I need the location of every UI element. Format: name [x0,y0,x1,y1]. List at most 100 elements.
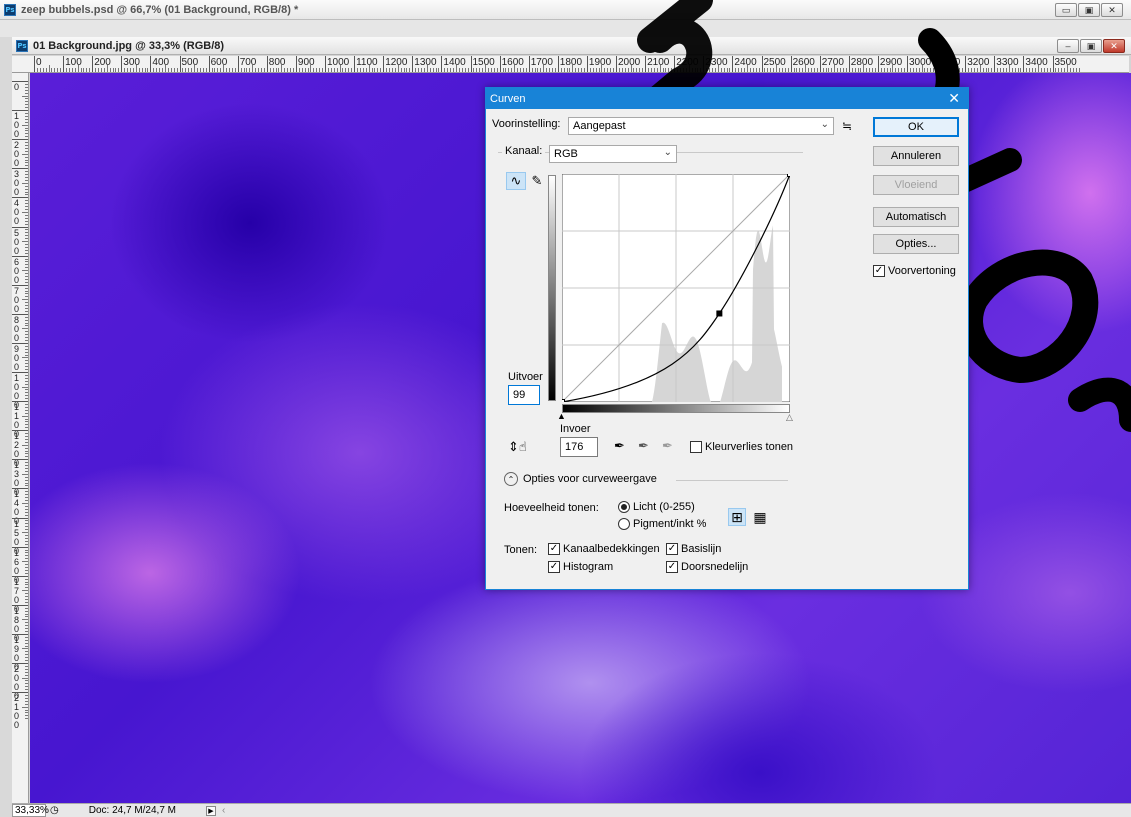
curve-display-options-toggle[interactable]: ⌃ Opties voor curveweergave [504,472,657,486]
detailed-grid-icon[interactable]: ▦ [753,508,767,525]
ruler-minor-tick [173,68,175,72]
status-menu-arrow-icon[interactable]: ▶ [206,805,216,816]
collapse-icon[interactable]: ⌃ [504,472,518,486]
white-point-slider-icon[interactable]: △ [786,412,793,422]
ruler-minor-tick [22,241,28,243]
light-option[interactable]: Licht (0-255) [618,501,695,513]
doc-minimize-icon[interactable]: – [1057,39,1079,53]
ruler-minor-tick [997,68,999,72]
ruler-minor-tick [25,194,28,196]
curve-graph[interactable] [562,174,790,402]
ok-button[interactable]: OK [873,117,959,137]
pencil-icon[interactable]: ✎ [531,173,543,188]
doc-restore-icon[interactable]: ▣ [1080,39,1102,53]
ruler-minor-tick [1058,68,1060,72]
channel-select[interactable]: RGB ⌄ [549,145,677,163]
ruler-minor-tick [25,630,28,632]
ruler-major-tick [528,56,530,72]
on-image-adjust-icon[interactable]: ⇕☝ [508,439,527,454]
ruler-minor-tick [118,68,120,72]
ruler-minor-tick [659,65,661,72]
ruler-minor-tick [156,68,158,72]
baseline-option[interactable]: ✓ Basislijn [666,543,721,555]
cancel-button[interactable]: Annuleren [873,146,959,166]
close-icon[interactable]: ✕ [1101,3,1123,17]
ruler-minor-tick [25,552,28,554]
ruler-minor-tick [25,130,28,132]
intersection-option[interactable]: ✓ Doorsnedelijn [666,561,748,573]
curve-point-tool-icon[interactable]: ∿ [506,172,526,190]
intersection-checkbox[interactable]: ✓ [666,561,678,573]
ruler-minor-tick [25,185,28,187]
ruler-minor-tick [901,68,903,72]
show-clipping-option[interactable]: Kleurverlies tonen [690,441,793,453]
preview-checkbox[interactable]: ✓ [873,265,885,277]
input-field[interactable]: 176 [560,437,598,457]
curve-control-point[interactable] [562,399,565,403]
preview-option[interactable]: ✓ Voorvertoning [873,265,956,277]
options-button[interactable]: Opties... [873,234,959,254]
ruler-minor-tick [511,68,513,72]
doc-close-icon[interactable]: ✕ [1103,39,1125,53]
ruler-minor-tick [822,68,824,72]
ruler-minor-tick [717,65,719,72]
simple-grid-icon[interactable]: ⊞ [728,508,746,526]
ruler-minor-tick [25,534,28,536]
output-field[interactable]: 99 [508,385,540,405]
white-eyedropper-icon[interactable]: ✒ [662,438,673,453]
light-label: Licht (0-255) [633,501,695,513]
ruler-minor-tick [25,191,28,193]
ruler-minor-tick [25,485,28,487]
ruler-minor-tick [976,68,978,72]
ruler-minor-tick [25,369,28,371]
channel-overlays-option[interactable]: ✓ Kanaalbedekkingen [548,543,660,555]
zoom-field[interactable]: 33,33% [12,804,49,817]
ruler-minor-tick [281,65,283,72]
pigment-option[interactable]: Pigment/inkt % [618,518,706,530]
restore-icon[interactable]: ▣ [1078,3,1100,17]
ruler-minor-tick [25,529,28,531]
auto-button[interactable]: Automatisch [873,207,959,227]
ruler-minor-tick [1014,68,1016,72]
preset-select[interactable]: Aangepast ⌄ [568,117,834,135]
ruler-minor-tick [25,147,28,149]
ruler-minor-tick [25,398,28,400]
baseline-checkbox[interactable]: ✓ [666,543,678,555]
ruler-minor-tick [135,65,137,72]
smooth-button[interactable]: Vloeiend [873,175,959,195]
ruler-minor-tick [25,145,28,147]
ruler-minor-tick [217,68,219,72]
ruler-label: 3400 [1025,57,1048,68]
black-eyedropper-icon[interactable]: ✒ [614,438,625,453]
pigment-radio[interactable] [618,518,630,530]
ruler-minor-tick [25,360,28,362]
preset-menu-icon[interactable]: ≒ [842,119,853,133]
channel-overlays-checkbox[interactable]: ✓ [548,543,560,555]
ruler-minor-tick [25,438,28,440]
light-radio[interactable] [618,501,630,513]
show-clipping-checkbox[interactable] [690,441,702,453]
ruler-minor-tick [284,68,286,72]
scroll-left-icon[interactable]: ‹ [222,805,226,816]
black-point-slider-icon[interactable]: ▲ [557,411,566,421]
histogram-checkbox[interactable]: ✓ [548,561,560,573]
ruler-minor-tick [25,83,28,85]
ruler-major-tick [12,430,28,432]
curve-control-point[interactable] [716,310,723,317]
ruler-minor-tick [25,497,28,499]
ruler-minor-tick [25,115,28,117]
histogram-option[interactable]: ✓ Histogram [548,561,613,573]
ruler-minor-tick [77,65,79,72]
curve-control-point[interactable] [787,174,791,177]
ruler-label: 2400 [734,57,757,68]
ruler-minor-tick [444,68,446,72]
horizontal-ruler[interactable]: 0 100 200 300 400 500 600 700 800 900 1000 1100 1200… [12,56,1129,73]
minimize-icon[interactable]: ▭ [1055,3,1077,17]
dialog-titlebar[interactable]: Curven ✕ [486,88,968,109]
dialog-close-icon[interactable]: ✕ [948,90,960,106]
ruler-minor-tick [25,238,28,240]
ruler-minor-tick [930,68,932,72]
gray-eyedropper-icon[interactable]: ✒ [638,438,649,453]
